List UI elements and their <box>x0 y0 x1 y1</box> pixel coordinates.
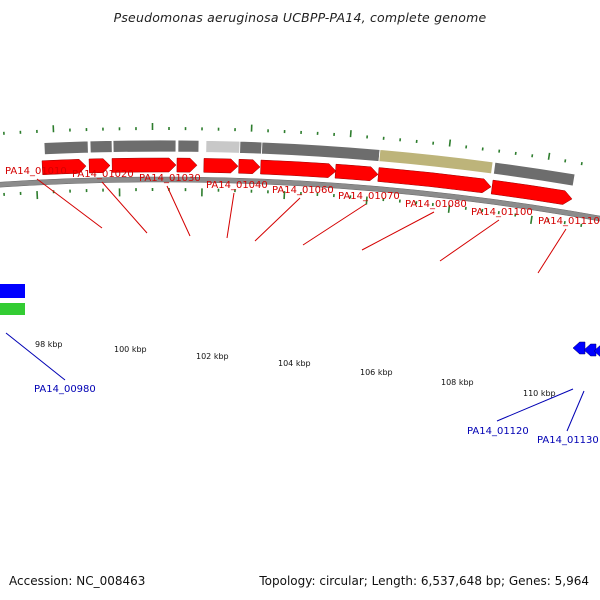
cog-block <box>89 140 113 154</box>
cog-block <box>378 149 494 175</box>
forward-gene-arrow <box>260 159 337 178</box>
forward-gene-arrow <box>88 158 111 174</box>
forward-gene-arrow <box>377 167 492 194</box>
scale-label: 104 kbp <box>278 359 311 368</box>
forward-gene-label: PA14_01080 <box>405 199 467 210</box>
rna-gene-block <box>0 303 25 315</box>
reverse-gene-label: PA14_01130 <box>537 435 599 446</box>
forward-gene-callout <box>439 219 500 262</box>
forward-gene-label: PA14_01070 <box>338 191 400 202</box>
forward-gene-arrow <box>176 157 198 173</box>
outer-tick-ring <box>3 123 583 166</box>
cog-block <box>177 139 200 153</box>
gene-callout-lines <box>5 178 585 432</box>
reverse-gene-callout <box>5 332 66 381</box>
gene-feature-track <box>0 157 600 357</box>
genome-backbone <box>0 176 600 222</box>
scale-label: 108 kbp <box>441 378 474 387</box>
forward-gene-callout <box>361 211 435 251</box>
cog-block <box>43 140 89 156</box>
forward-gene-callout <box>302 203 367 246</box>
genome-info-text: Topology: circular; Length: 6,537,648 bp… <box>259 574 589 588</box>
scale-label-layer: 98 kbp 100 kbp 102 kbp 104 kbp 106 kbp 108 kb… <box>35 340 556 398</box>
cog-block <box>205 140 241 154</box>
map-title: Pseudomonas aeruginosa UCBPP-PA14, compl… <box>113 10 487 25</box>
inner-tick-mark <box>447 204 451 213</box>
forward-gene-arrow <box>334 163 379 182</box>
scale-label: 106 kbp <box>360 368 393 377</box>
forward-gene-callout <box>254 197 301 242</box>
scale-label: 110 kbp <box>523 389 556 398</box>
cog-category-track <box>43 139 576 187</box>
forward-gene-callout <box>537 228 567 274</box>
forward-gene-callout <box>36 178 103 229</box>
reverse-gene-callout <box>566 390 585 432</box>
reverse-gene-label: PA14_01120 <box>467 426 529 437</box>
forward-gene-label: PA14_01030 <box>139 173 201 184</box>
inner-tick-mark <box>530 215 533 224</box>
scale-label: 98 kbp <box>35 340 63 349</box>
gene-label-layer: PA14_01010 PA14_01020 PA14_01030 PA14_01040… <box>5 166 600 446</box>
cog-block <box>239 140 263 155</box>
accession-text: Accession: NC_008463 <box>9 574 146 588</box>
cog-block <box>112 139 177 153</box>
cog-block <box>261 141 381 162</box>
reverse-gene-arrow <box>583 343 597 357</box>
backbone-arc <box>0 176 600 222</box>
forward-gene-label: PA14_01060 <box>272 185 334 196</box>
forward-gene-arrow <box>238 158 261 174</box>
forward-gene-arrow <box>111 157 177 173</box>
forward-gene-label: PA14_01020 <box>72 169 134 180</box>
reverse-gene-label: PA14_00980 <box>34 384 96 395</box>
scale-label: 102 kbp <box>196 352 229 361</box>
forward-gene-arrow <box>490 179 573 205</box>
forward-gene-label: PA14_01110 <box>538 216 600 227</box>
reverse-gene-block <box>0 284 25 298</box>
inner-tick-ring <box>3 188 583 227</box>
forward-gene-callout <box>226 192 235 239</box>
forward-gene-callout <box>166 185 191 237</box>
forward-gene-label: PA14_01040 <box>206 180 268 191</box>
outer-tick-mark <box>547 152 551 160</box>
cog-block <box>492 161 576 187</box>
inner-tick-mark <box>365 196 368 205</box>
reverse-gene-arrow <box>572 341 586 355</box>
forward-gene-callout <box>101 181 148 234</box>
scale-label: 100 kbp <box>114 345 147 354</box>
outer-tick-mark <box>448 139 452 147</box>
forward-gene-arrow <box>203 158 239 174</box>
forward-gene-label: PA14_01100 <box>471 207 533 218</box>
inner-tick-mark <box>580 223 583 227</box>
reverse-gene-callout <box>496 388 574 422</box>
outer-tick-mark <box>349 130 352 138</box>
forward-gene-label: PA14_01010 <box>5 166 67 177</box>
forward-gene-arrow <box>41 159 87 176</box>
